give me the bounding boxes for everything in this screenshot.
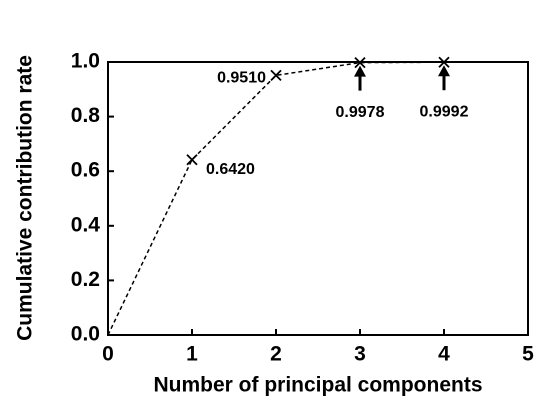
point-marker [438, 56, 450, 68]
x-axis-label: Number of principal components [153, 374, 482, 397]
y-axis-label: Cumulative contribution rate [14, 55, 37, 341]
plot-frame [107, 61, 529, 336]
x-tick-label: 2 [270, 343, 282, 366]
point-marker [270, 69, 282, 82]
y-tick-label: 1.0 [71, 50, 100, 73]
value-label: 0.9978 [336, 104, 385, 121]
x-tick-label: 5 [522, 343, 534, 366]
x-tick-label: 1 [186, 343, 198, 366]
point-marker [354, 56, 366, 69]
y-tick-label: 0.4 [71, 213, 101, 236]
arrow-head [438, 65, 450, 77]
arrow-head [354, 65, 366, 77]
value-label: 0.9992 [420, 103, 469, 120]
x-tick-label: 4 [438, 343, 450, 366]
x-tick-label: 3 [354, 343, 366, 366]
y-tick-label: 0.2 [71, 268, 100, 291]
value-label: 0.9510 [217, 70, 266, 87]
y-tick-label: 0.0 [71, 323, 100, 346]
y-tick-label: 0.8 [71, 104, 101, 127]
value-label: 0.6420 [206, 161, 255, 178]
point-marker [186, 154, 198, 166]
x-tick-label: 0 [102, 343, 114, 366]
line [107, 61, 529, 336]
y-tick-label: 0.6 [71, 159, 100, 182]
